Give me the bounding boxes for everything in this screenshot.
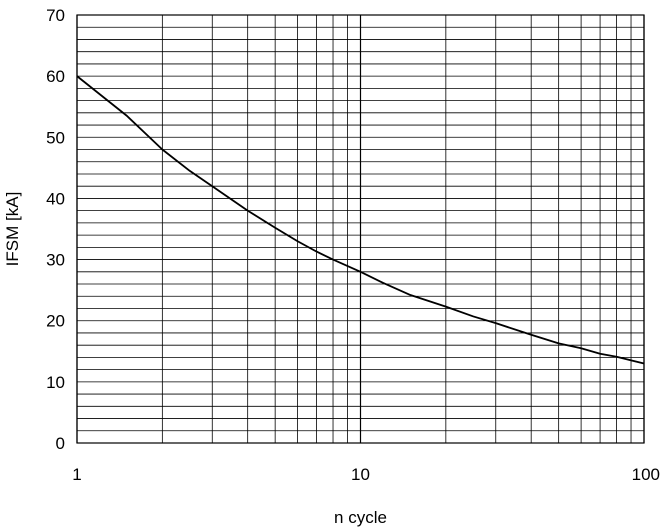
- y-tick-label: 30: [46, 251, 65, 270]
- y-tick-label: 40: [46, 189, 65, 208]
- x-tick-label: 10: [351, 465, 370, 484]
- plot-frame: [76, 14, 645, 444]
- series-line: [76, 75, 645, 365]
- y-tick-label: 70: [46, 6, 65, 25]
- y-tick-label: 0: [56, 434, 65, 453]
- y-tick-label: 60: [46, 67, 65, 86]
- series-layer: [76, 75, 645, 365]
- x-tick-label: 1: [72, 465, 81, 484]
- y-tick-label: 10: [46, 373, 65, 392]
- x-tick-labels: 1 10 100: [72, 465, 660, 484]
- y-axis-label: IFSM [kA]: [3, 192, 22, 267]
- y-tick-label: 50: [46, 128, 65, 147]
- x-axis-label: n cycle: [334, 508, 387, 527]
- x-tick-label: 100: [632, 465, 660, 484]
- y-tick-label: 20: [46, 312, 65, 331]
- y-tick-labels: 0 10 20 30 40 50 60 70: [46, 6, 65, 453]
